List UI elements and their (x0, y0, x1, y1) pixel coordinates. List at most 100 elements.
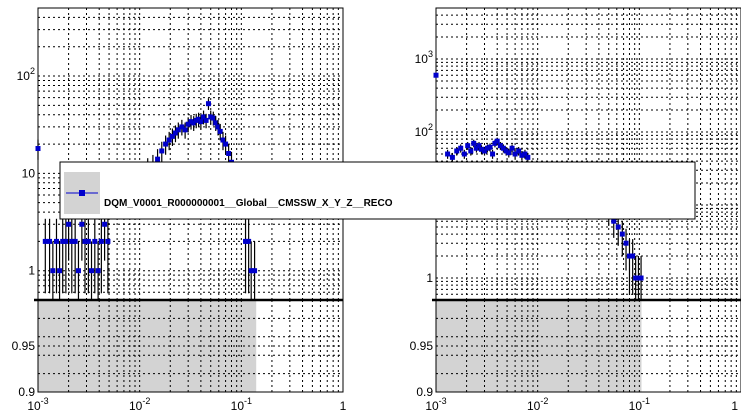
data-point (155, 156, 161, 162)
x-tick-label: 10-3 (27, 396, 48, 413)
data-point (512, 151, 518, 157)
data-point (619, 231, 625, 237)
data-point (163, 141, 169, 147)
data-point (53, 238, 59, 244)
right-main-plot: 110102103 (415, 7, 741, 301)
data-point (79, 221, 85, 227)
data-point (172, 130, 178, 136)
data-point (159, 148, 165, 154)
data-point (473, 145, 479, 151)
data-point (449, 154, 455, 160)
data-point (226, 150, 232, 156)
ratio-y-tick-label: 0.95 (410, 339, 434, 353)
data-point (205, 101, 211, 107)
y-tick-label: 10 (22, 166, 36, 180)
left-ratio-plot: 0.9 0.95 10-3 10-2 10-1 1 (12, 298, 347, 413)
data-point (72, 238, 78, 244)
data-point (215, 124, 221, 130)
data-point (635, 275, 641, 281)
data-point (213, 120, 219, 126)
data-point (203, 117, 209, 123)
data-point (69, 238, 75, 244)
data-point (35, 146, 41, 152)
data-point (490, 151, 496, 157)
data-point (633, 275, 639, 281)
data-point (509, 145, 515, 151)
data-point (60, 238, 66, 244)
data-point (503, 148, 509, 154)
data-point (500, 145, 506, 151)
data-point (66, 221, 72, 227)
data-point (166, 137, 172, 143)
legend: DQM_V0001_R000000001__Global__CMSSW_X_Y_… (59, 161, 696, 220)
data-point (57, 268, 63, 274)
data-point (75, 268, 81, 274)
data-point (105, 238, 111, 244)
data-point (220, 137, 226, 143)
data-point (47, 238, 53, 244)
data-point (525, 154, 531, 160)
data-point (433, 72, 439, 78)
data-point (208, 114, 214, 120)
y-tick-label: 1 (426, 271, 433, 285)
x-tick-label: 10-1 (231, 396, 252, 413)
y-tick-label: 102 (415, 122, 433, 139)
x-tick-label: 10-2 (527, 396, 548, 413)
data-point (506, 150, 512, 156)
data-point (468, 148, 474, 154)
x-tick-label: 1 (731, 399, 738, 413)
data-point (92, 238, 98, 244)
x-tick-label: 10-2 (129, 396, 150, 413)
data-point (630, 253, 636, 259)
x-tick-label: 10-1 (629, 396, 650, 413)
data-point (611, 218, 617, 224)
data-point (89, 268, 95, 274)
data-point (615, 224, 621, 230)
data-point (482, 148, 488, 154)
data-point (626, 253, 632, 259)
x-tick-label: 1 (340, 399, 347, 413)
data-point (169, 133, 175, 139)
right-ratio-plot: 0.9 0.95 10-3 10-2 10-1 1 (410, 298, 741, 413)
y-tick-label: 1 (28, 264, 35, 278)
data-point (623, 240, 629, 246)
data-point (95, 268, 101, 274)
data-point (223, 141, 229, 147)
x-tick-label: 10-3 (425, 396, 446, 413)
data-point (476, 143, 482, 149)
data-point (201, 114, 207, 120)
data-point (484, 145, 490, 151)
data-point (487, 144, 493, 150)
data-point (243, 238, 249, 244)
data-point (191, 120, 197, 126)
data-point (248, 268, 254, 274)
data-point (179, 124, 185, 130)
legend-box (59, 161, 696, 220)
data-point (198, 119, 204, 125)
data-point (461, 151, 467, 157)
ratio-y-tick-label: 0.95 (12, 339, 36, 353)
data-point (478, 146, 484, 152)
data-point (82, 238, 88, 244)
data-point (522, 151, 528, 157)
data-point (445, 151, 451, 157)
y-tick-label: 102 (17, 66, 35, 83)
legend-label: DQM_V0001_R000000001__Global__CMSSW_X_Y_… (104, 198, 393, 209)
data-point (175, 127, 181, 133)
data-point (465, 143, 471, 149)
data-point (519, 152, 525, 158)
left-main-plot: 1 10 102 (17, 7, 344, 301)
ratio-y-tick-label: 0.9 (416, 385, 433, 399)
data-point (638, 275, 644, 281)
data-point (246, 238, 252, 244)
data-point (458, 145, 464, 151)
ratio-y-tick-label: 0.9 (18, 385, 35, 399)
data-point (454, 148, 460, 154)
data-point (42, 238, 48, 244)
data-point (494, 138, 500, 144)
y-tick-label: 103 (415, 49, 433, 66)
data-point (217, 128, 223, 134)
data-point (50, 268, 56, 274)
data-point (182, 127, 188, 133)
